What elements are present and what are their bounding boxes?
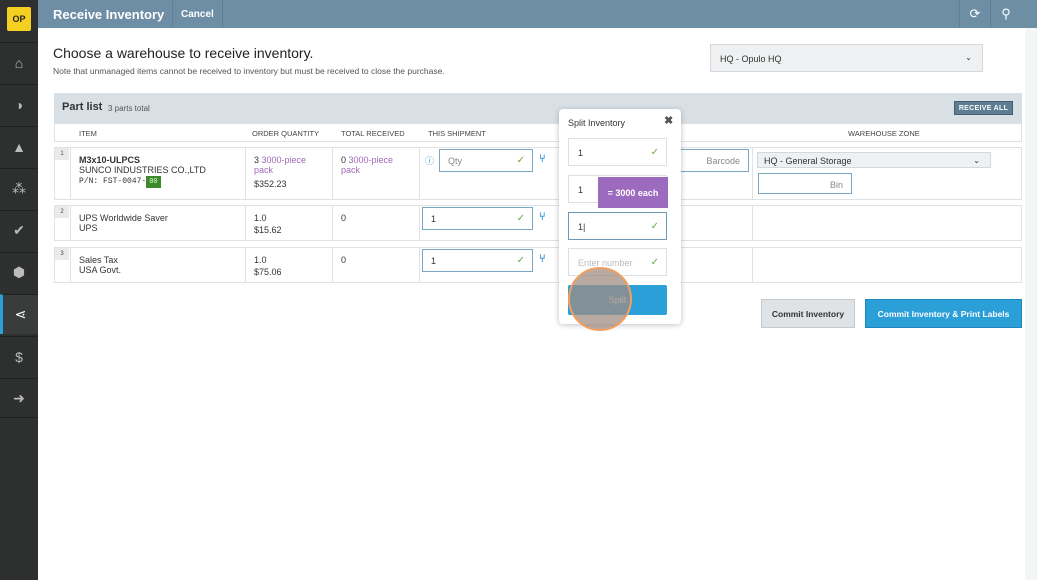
part-count: 3 parts total [108,104,150,113]
receive-all-button[interactable]: RECEIVE ALL [954,101,1013,115]
received-cell: 0 3000-piece pack [332,148,419,199]
part-list-header: Part list 3 parts total RECEIVE ALL [54,93,1022,123]
table-row: 2 UPS Worldwide Saver UPS 1.0 $15.62 0 1 ✓ … [54,205,1022,241]
commit-print-labels-button[interactable]: Commit Inventory & Print Labels [865,299,1022,328]
received-qty: 0 [341,155,347,165]
check-circle-icon[interactable]: ✔ [0,210,38,250]
logout-icon[interactable]: ➜ [0,378,38,418]
close-icon[interactable]: ✖ [664,115,674,127]
item-name: UPS Worldwide Saver [79,213,168,223]
click-cursor-indicator [568,267,632,331]
item-name: Sales Tax [79,255,118,265]
col-order-qty: ORDER QUANTITY [252,129,320,138]
col-this-shipment: THIS SHIPMENT [428,129,486,138]
table-row: 3 Sales Tax USA Govt. 1.0 $75.06 0 1 ✓ ⑂ [54,247,1022,283]
received-qty: 0 [341,255,347,265]
note: Note that unmanaged items cannot be rece… [53,66,445,76]
share-icon[interactable]: ⋖ [0,294,38,334]
zone-select[interactable]: HQ - General Storage ⌄ [757,152,991,168]
zone-cell: HQ - General Storage ⌄ Bin [752,148,1023,199]
check-icon: ✓ [516,255,525,266]
search-icon[interactable]: ⚲ [990,0,1021,28]
warehouse-value: HQ - Opulo HQ [720,54,782,64]
order-qty-cell: 3 3000-piece pack $352.23 [245,148,332,199]
shipment-qty-input[interactable]: 1 ✓ [422,207,533,230]
row-number: 3 [55,248,69,260]
check-icon: ✓ [650,147,659,158]
refresh-icon[interactable]: ⟳ [959,0,990,28]
col-warehouse-zone: WAREHOUSE ZONE [848,129,920,138]
split-icon[interactable]: ⑂ [539,153,546,165]
shipment-cell: ⓘ Qty ✓ ⑂ [419,148,558,199]
chevron-down-icon: ⌄ [973,156,980,165]
part-badge: 00 [146,176,161,188]
info-icon[interactable]: ⓘ [425,156,435,166]
item-cell: M3x10-ULPCS SUNCO INDUSTRIES CO.,LTD P/N… [70,148,245,199]
heading: Choose a warehouse to receive inventory. [53,45,314,61]
shipment-qty-input[interactable]: 1 ✓ [422,249,533,272]
price: $15.62 [254,225,282,235]
price: $75.06 [254,267,282,277]
popup-title: Split Inventory [568,118,626,128]
check-icon: ✓ [516,155,525,166]
item-vendor: USA Govt. [79,265,122,275]
network-icon[interactable]: ⁂ [0,168,38,208]
row-number: 1 [55,148,69,160]
app-logo[interactable]: OP [7,7,31,31]
col-item: ITEM [79,129,97,138]
check-icon: ✓ [650,257,659,268]
order-unit-link[interactable]: 3000-piece pack [254,155,307,175]
part-list-title: Part list [62,101,103,113]
cancel-button[interactable]: Cancel [172,0,223,28]
header: Receive Inventory Cancel ⟳ ⚲ [38,0,1037,28]
box-icon[interactable]: ⬢ [0,252,38,292]
commit-inventory-button[interactable]: Commit Inventory [761,299,855,328]
page-title: Receive Inventory [53,7,165,22]
split-qty-input-1[interactable]: 1 ✓ [568,138,667,166]
part-number: P/N: FST-0047- [79,177,147,186]
order-qty: 1.0 [254,255,267,265]
check-icon: ✓ [516,213,525,224]
col-total-received: TOTAL RECEIVED [341,129,405,138]
received-qty: 0 [341,213,347,223]
chevron-down-icon: ⌄ [965,53,972,62]
dashboard-icon[interactable]: ◑ [0,84,38,124]
home-icon[interactable]: ⌂ [0,42,38,82]
item-name: M3x10-ULPCS [79,155,141,165]
price: $352.23 [254,179,287,189]
scrollbar[interactable] [1025,28,1037,580]
shipment-qty-input[interactable]: Qty ✓ [439,149,533,172]
split-qty-input-3[interactable]: 1| ✓ [568,212,667,240]
sidebar: OP ⌂ ◑ ▲ ⁂ ✔ ⬢ ⋖ $ ➜ [0,0,38,580]
split-icon[interactable]: ⑂ [539,253,546,265]
item-vendor: UPS [79,223,98,233]
row-number: 2 [55,206,69,218]
bin-input[interactable]: Bin [758,173,852,194]
check-icon: ✓ [650,221,659,232]
order-qty: 1.0 [254,213,267,223]
conversion-tooltip: = 3000 each [598,177,668,208]
split-icon[interactable]: ⑂ [539,211,546,223]
dollar-icon[interactable]: $ [0,336,38,376]
table-header: ITEM ORDER QUANTITY TOTAL RECEIVED THIS … [54,123,1022,142]
item-vendor: SUNCO INDUSTRIES CO.,LTD [79,165,206,175]
received-unit-link[interactable]: 3000-piece pack [341,155,394,175]
order-qty: 3 [254,155,260,165]
table-row: 1 M3x10-ULPCS SUNCO INDUSTRIES CO.,LTD P… [54,147,1022,200]
engineering-icon[interactable]: ▲ [0,126,38,166]
warehouse-select[interactable]: HQ - Opulo HQ ⌄ [710,44,983,72]
